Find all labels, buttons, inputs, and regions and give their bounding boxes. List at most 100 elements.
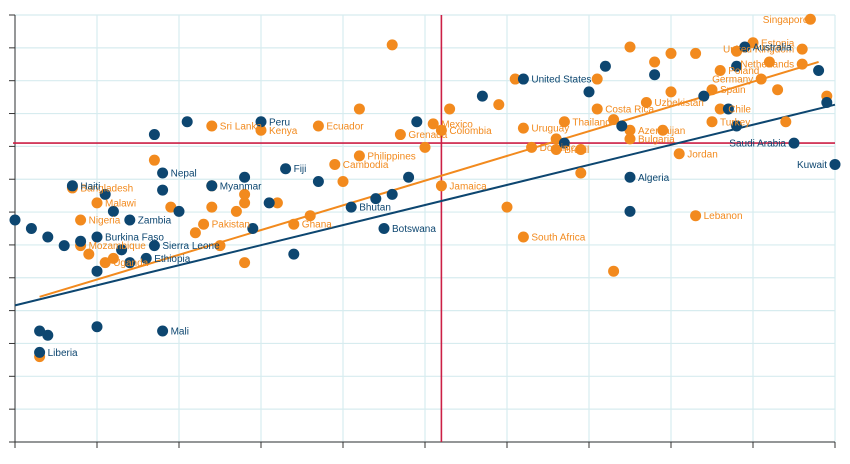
- point-label: Jamaica: [449, 181, 487, 192]
- point-label: Burkina Faso: [105, 233, 164, 244]
- point-label: Brazil: [564, 145, 589, 156]
- data-point: [411, 116, 423, 128]
- point-label: Chile: [728, 104, 751, 115]
- data-point: [706, 116, 718, 128]
- data-point: [140, 252, 152, 264]
- point-label: Sierra Leone: [162, 241, 220, 252]
- point-label: Myanmar: [220, 181, 262, 192]
- point-label: Thailand: [572, 117, 610, 128]
- data-point: [271, 197, 283, 209]
- data-point: [345, 201, 357, 213]
- data-point: [427, 118, 439, 130]
- data-point: [517, 73, 529, 85]
- data-point: [386, 188, 398, 200]
- data-point: [509, 73, 521, 85]
- point-label: Mali: [171, 326, 189, 337]
- data-point: [747, 37, 759, 49]
- data-point: [657, 124, 669, 136]
- data-point: [42, 231, 54, 243]
- data-point: [550, 144, 562, 156]
- data-point: [124, 214, 136, 226]
- data-point: [148, 154, 160, 166]
- data-point: [75, 214, 87, 226]
- data-point: [91, 321, 103, 333]
- point-label: Algeria: [638, 173, 670, 184]
- data-point: [9, 214, 21, 226]
- data-point: [476, 90, 488, 102]
- data-point: [329, 158, 341, 170]
- data-point: [288, 218, 300, 230]
- point-label: Lebanon: [704, 211, 743, 222]
- point-label: Kenya: [269, 126, 298, 137]
- data-point: [116, 244, 128, 256]
- point-label: Turkey: [720, 117, 750, 128]
- point-label: Ecuador: [326, 122, 364, 133]
- point-label: Philippines: [367, 151, 415, 162]
- data-point: [624, 171, 636, 183]
- point-label: Uzbekistan: [654, 98, 703, 109]
- trend-line-series-b: [14, 103, 836, 307]
- trend-lines: [14, 61, 836, 307]
- point-label: Zambia: [138, 215, 172, 226]
- data-point: [214, 240, 226, 252]
- data-point: [575, 167, 587, 179]
- data-point: [230, 205, 242, 217]
- axes: [9, 14, 836, 448]
- data-point: [247, 223, 259, 234]
- data-point: [34, 346, 46, 358]
- data-point: [624, 133, 636, 145]
- data-point: [239, 257, 251, 269]
- data-point: [616, 120, 628, 132]
- data-point: [25, 223, 37, 234]
- point-label: Poland: [728, 66, 759, 77]
- data-point: [337, 176, 349, 188]
- data-point: [624, 124, 636, 136]
- data-point: [157, 167, 169, 179]
- point-label: Fiji: [294, 164, 307, 175]
- data-point: [731, 120, 743, 132]
- data-point: [255, 116, 267, 128]
- point-label: Spain: [720, 85, 746, 96]
- data-point: [517, 122, 529, 134]
- data-point: [714, 103, 726, 115]
- data-point: [550, 133, 562, 145]
- data-point: [148, 129, 160, 141]
- point-label: Azerbaijan: [638, 126, 685, 137]
- point-label: Botswana: [392, 224, 436, 235]
- data-point: [206, 120, 218, 132]
- point-label: Bangladesh: [80, 183, 133, 194]
- point-label: Ghana: [302, 220, 332, 231]
- data-point: [91, 231, 103, 243]
- data-point: [526, 141, 538, 153]
- data-point: [640, 97, 652, 109]
- data-point: [312, 120, 324, 132]
- data-point: [608, 265, 620, 277]
- data-point: [755, 73, 767, 85]
- data-point: [189, 227, 201, 239]
- data-point: [813, 65, 825, 77]
- data-point: [763, 56, 775, 68]
- data-point: [731, 45, 743, 57]
- data-point: [280, 163, 292, 175]
- data-point: [599, 60, 611, 72]
- data-point: [124, 257, 136, 269]
- data-point: [739, 41, 751, 53]
- data-point: [157, 184, 169, 196]
- data-point: [386, 39, 398, 51]
- data-point: [821, 97, 833, 109]
- point-label: Liberia: [48, 348, 78, 359]
- point-label: Haiti: [80, 181, 100, 192]
- data-point: [370, 193, 382, 205]
- data-point: [772, 84, 784, 96]
- data-point: [173, 205, 185, 217]
- point-label: Peru: [269, 117, 290, 128]
- point-label: Nigeria: [89, 215, 121, 226]
- point-label: Nepal: [171, 168, 197, 179]
- data-points: [9, 13, 841, 363]
- data-point: [239, 197, 251, 209]
- data-point: [181, 116, 193, 128]
- data-point: [304, 210, 316, 222]
- data-point: [624, 205, 636, 217]
- data-point: [99, 188, 111, 200]
- data-point: [673, 148, 685, 160]
